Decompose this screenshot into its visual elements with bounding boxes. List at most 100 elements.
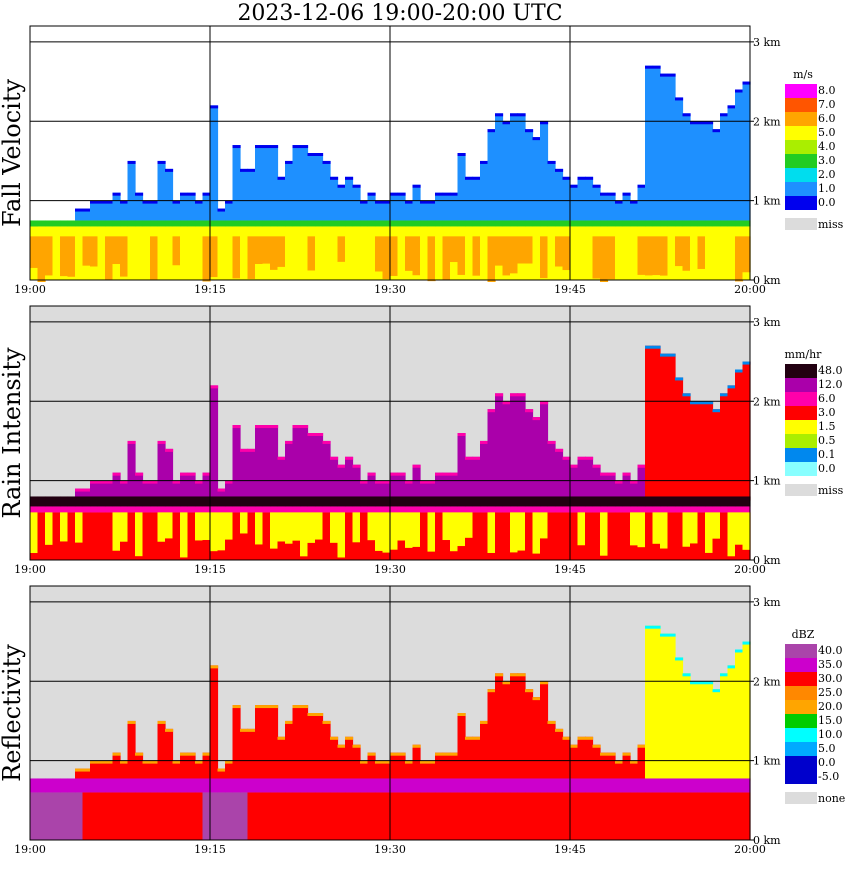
heatmap-cell (412, 496, 421, 507)
heatmap-cell (690, 792, 699, 840)
legend-label: 0.0 (818, 756, 836, 769)
heatmap-cell (225, 480, 234, 484)
heatmap-cell (487, 129, 496, 133)
heatmap-cell (352, 744, 361, 781)
heatmap-cell (615, 200, 624, 204)
heatmap-cell (195, 760, 204, 764)
heatmap-cell (330, 506, 339, 513)
heatmap-cell (345, 496, 354, 507)
heatmap-cell (592, 496, 601, 507)
heatmap-cell (397, 792, 406, 840)
heatmap-cell (712, 129, 721, 133)
heatmap-cell (82, 488, 91, 501)
heatmap-cell (510, 512, 519, 553)
heatmap-cell (187, 512, 196, 560)
heatmap-cell (127, 226, 136, 280)
heatmap-cell (727, 105, 736, 109)
heatmap-cell (465, 456, 474, 501)
heatmap-cell (300, 496, 309, 507)
legend-swatch (785, 742, 817, 756)
heatmap-cell (142, 506, 151, 513)
legend-swatch (785, 448, 817, 462)
heatmap-cell (547, 792, 556, 840)
heatmap-cell (45, 496, 54, 507)
heatmap-cell (135, 792, 144, 840)
legend-label: 40.0 (818, 644, 843, 657)
heatmap-cell (225, 506, 234, 513)
heatmap-cell (375, 220, 384, 227)
heatmap-cell (90, 200, 99, 221)
heatmap-cell (217, 506, 226, 513)
heatmap-cell (210, 105, 219, 221)
heatmap-cell (240, 512, 249, 560)
heatmap-cell (472, 736, 481, 781)
heatmap-cell (547, 506, 556, 513)
legend-swatch-missing (785, 218, 817, 230)
legend-label: 1.0 (818, 182, 836, 195)
heatmap-cell (277, 236, 286, 267)
heatmap-cell (645, 236, 654, 276)
heatmap-cell (442, 472, 451, 476)
heatmap-cell (277, 506, 286, 513)
heatmap-cell (120, 236, 129, 277)
heatmap-cell (577, 176, 586, 221)
heatmap-cell (390, 192, 399, 221)
heatmap-cell (217, 226, 226, 280)
heatmap-cell (540, 121, 549, 125)
heatmap-cell (615, 506, 624, 513)
heatmap-cell (150, 200, 159, 204)
heatmap-cell (172, 760, 181, 764)
heatmap-cell (172, 778, 181, 793)
heatmap-cell (585, 176, 594, 180)
legend-swatch (785, 84, 817, 98)
heatmap-cell (577, 456, 586, 460)
heatmap-cell (570, 464, 579, 468)
heatmap-cell (690, 681, 699, 685)
heatmap-cell (442, 496, 451, 507)
heatmap-cell (427, 480, 436, 484)
heatmap-cell (622, 506, 631, 513)
heatmap-cell (277, 512, 286, 542)
heatmap-cell (450, 236, 459, 263)
heatmap-cell (120, 778, 129, 793)
heatmap-cell (82, 488, 91, 492)
heatmap-cell (577, 736, 586, 740)
heatmap-cell (112, 220, 121, 227)
heatmap-cell (225, 760, 234, 764)
heatmap-cell (540, 401, 549, 501)
heatmap-cell (232, 705, 241, 781)
heatmap-cell (675, 377, 684, 381)
heatmap-cell (705, 220, 714, 227)
heatmap-cell (187, 192, 196, 221)
heatmap-cell (577, 736, 586, 781)
heatmap-cell (727, 226, 736, 280)
heatmap-cell (157, 512, 166, 542)
heatmap-cell (570, 496, 579, 507)
time-tick-label: 19:00 (14, 283, 46, 296)
heatmap-cell (450, 472, 459, 476)
heatmap-cell (255, 220, 264, 227)
heatmap-cell (652, 496, 661, 507)
heatmap-cell (352, 226, 361, 280)
heatmap-cell (442, 192, 451, 196)
heatmap-cell (120, 506, 129, 513)
heatmap-cell (135, 512, 144, 557)
heatmap-cell (127, 792, 136, 840)
heatmap-cell (97, 480, 106, 501)
heatmap-cell (727, 105, 736, 221)
heatmap-cell (412, 512, 421, 547)
heatmap-cell (90, 760, 99, 781)
heatmap-cell (105, 778, 114, 793)
heatmap-cell (450, 192, 459, 221)
heatmap-cell (540, 236, 549, 279)
heatmap-cell (712, 409, 721, 501)
heatmap-cell (435, 778, 444, 793)
heatmap-cell (502, 121, 511, 125)
heatmap-cell (277, 778, 286, 793)
heatmap-cell (405, 480, 414, 484)
heatmap-cell (37, 236, 46, 282)
legend-label: 8.0 (818, 84, 836, 97)
heatmap-cell (375, 200, 384, 204)
heatmap-cell (352, 220, 361, 227)
heatmap-cell (577, 176, 586, 180)
